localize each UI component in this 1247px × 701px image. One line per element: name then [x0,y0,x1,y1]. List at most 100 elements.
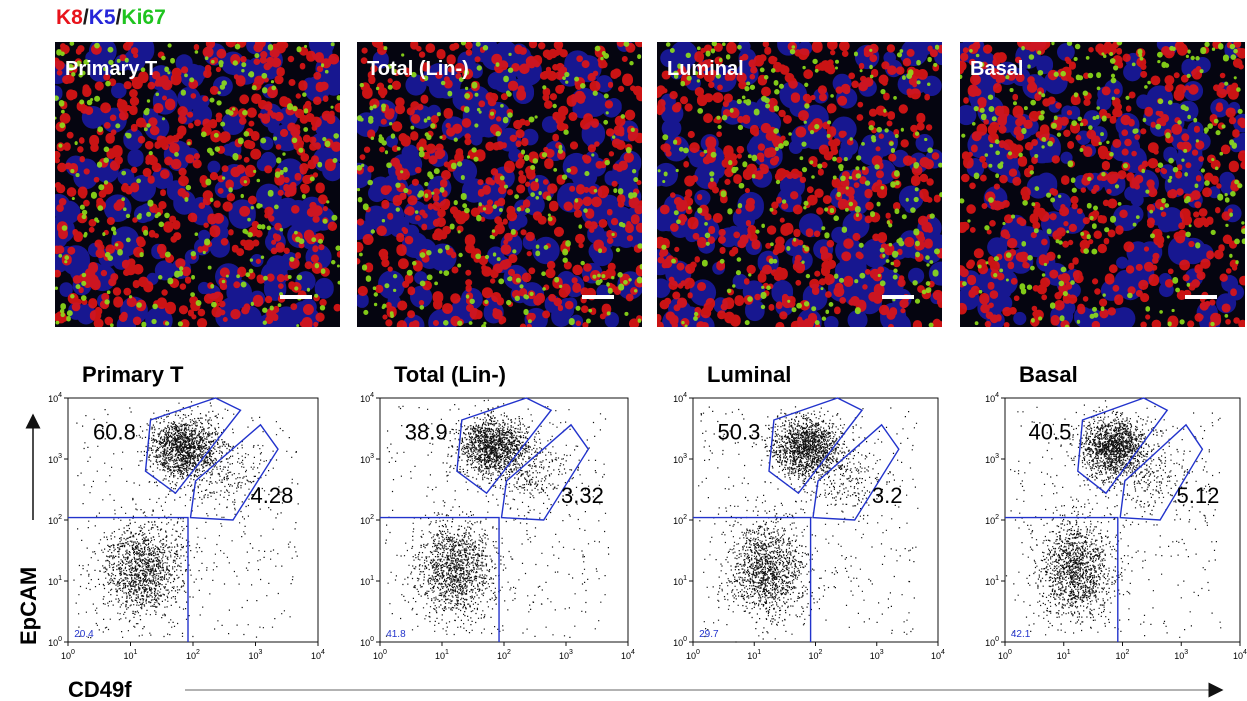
tick-base: 10 [48,516,58,526]
x-tick-label: 103 [249,649,263,661]
y-tick-label: 102 [985,514,999,526]
lower-gate-value: 3.2 [872,483,903,508]
x-tick-label: 100 [686,649,700,661]
tick-base: 10 [809,651,819,661]
tick-base: 10 [373,651,383,661]
tick-base: 10 [559,651,569,661]
flow-plot: Basal40.55.1242.110010010110110210210310… [985,362,1247,661]
tick-exponent: 1 [1067,649,1071,656]
tick-base: 10 [360,455,370,465]
tick-base: 10 [360,394,370,404]
event-dots [73,401,299,639]
tick-base: 10 [186,651,196,661]
upper-gate [456,397,553,495]
x-tick-label: 103 [559,649,573,661]
image-label: Basal [970,58,1023,80]
tick-exponent: 3 [370,453,374,460]
tick-exponent: 0 [683,636,687,643]
tick-exponent: 2 [995,514,999,521]
image-label: Primary T [65,58,157,80]
tick-base: 10 [673,394,683,404]
legend-part: / [83,6,89,29]
quadrant-gate [693,516,812,642]
tick-exponent: 1 [683,575,687,582]
tick-base: 10 [673,516,683,526]
tick-exponent: 3 [1184,649,1188,656]
lower-gate-value: 4.28 [251,483,294,508]
micrograph: Luminal [657,42,942,327]
micrograph: Primary T [55,42,340,327]
y-tick-label: 100 [360,636,374,648]
tick-base: 10 [1116,651,1126,661]
tick-exponent: 0 [370,636,374,643]
stain-texture [55,42,340,327]
scale-bar [280,295,312,299]
tick-exponent: 2 [58,514,62,521]
quadrant-gate [380,516,500,642]
plot-title: Luminal [707,362,791,387]
x-tick-label: 102 [809,649,823,661]
tick-exponent: 4 [683,392,687,399]
tick-base: 10 [985,394,995,404]
tick-exponent: 1 [445,649,449,656]
tick-base: 10 [124,651,134,661]
tick-base: 10 [686,651,696,661]
lower-gate-value: 5.12 [1177,483,1220,508]
x-tick-label: 101 [1057,649,1071,661]
tick-base: 10 [985,516,995,526]
micrograph: Total (Lin-) [357,42,642,327]
y-tick-label: 102 [48,514,62,526]
tick-base: 10 [249,651,259,661]
tick-exponent: 0 [383,649,387,656]
tick-base: 10 [435,651,445,661]
x-tick-label: 104 [311,649,325,661]
y-tick-label: 104 [360,392,374,404]
y-tick-label: 101 [985,575,999,587]
tick-exponent: 0 [71,649,75,656]
tick-base: 10 [497,651,507,661]
tick-base: 10 [61,651,71,661]
y-tick-label: 103 [48,453,62,465]
plot-title: Basal [1019,362,1078,387]
tick-exponent: 2 [370,514,374,521]
tick-base: 10 [1057,651,1067,661]
tick-exponent: 0 [58,636,62,643]
tick-base: 10 [931,651,941,661]
lower-gate [812,423,900,521]
legend-part: K8 [56,6,83,29]
tick-exponent: 3 [995,453,999,460]
upper-gate [1077,397,1169,495]
tick-exponent: 3 [683,453,687,460]
tick-exponent: 0 [1008,649,1012,656]
stain-texture [657,42,942,327]
tick-base: 10 [1233,651,1243,661]
tick-exponent: 3 [58,453,62,460]
lower-gate [1119,423,1204,521]
stain-texture [960,42,1245,327]
y-tick-label: 101 [673,575,687,587]
x-tick-label: 103 [1174,649,1188,661]
tick-base: 10 [48,394,58,404]
tick-base: 10 [985,638,995,648]
quadrant-gate-value: 42.1 [1011,629,1031,640]
tick-exponent: 2 [507,649,511,656]
tick-exponent: 0 [696,649,700,656]
x-tick-label: 102 [1116,649,1130,661]
quadrant-gate-value: 20.4 [74,629,94,640]
y-tick-label: 104 [673,392,687,404]
micrograph: Basal [960,42,1245,327]
tick-exponent: 3 [569,649,573,656]
legend-part: Ki67 [121,6,165,29]
tick-base: 10 [360,638,370,648]
flow-plot: Total (Lin-)38.93.3241.81001001011011021… [360,362,635,661]
tick-base: 10 [48,638,58,648]
tick-exponent: 3 [259,649,263,656]
tick-exponent: 1 [58,575,62,582]
tick-base: 10 [360,577,370,587]
lower-gate [500,423,590,521]
y-tick-label: 100 [48,636,62,648]
tick-exponent: 0 [995,636,999,643]
upper-gate-value: 60.8 [93,419,136,444]
image-row: Primary T Total (Lin-) Luminal Basal [55,42,1245,327]
image-label: Total (Lin-) [367,58,469,80]
